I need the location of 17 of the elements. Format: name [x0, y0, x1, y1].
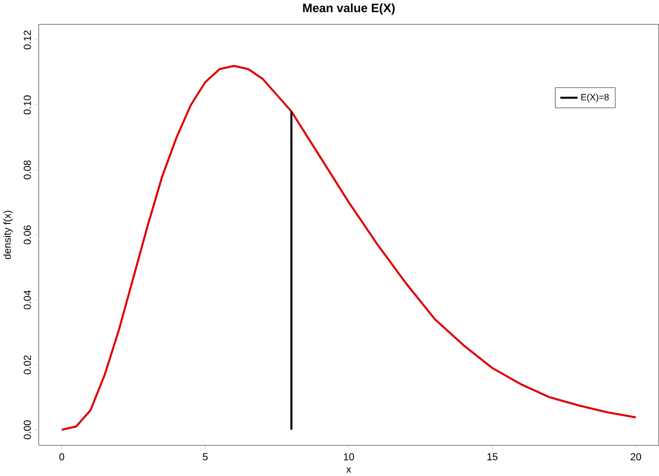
y-tick-label: 0.06 [24, 225, 31, 244]
y-tick-label: 0.10 [24, 95, 31, 114]
y-axis-title: density f(x) [3, 210, 13, 260]
y-tick-label: 0.12 [24, 30, 31, 50]
y-tick-label: 0.08 [24, 160, 31, 180]
legend-label: E(X)=8 [581, 94, 609, 102]
y-tick-label: 0.00 [24, 420, 31, 440]
x-axis-title: x [346, 467, 352, 473]
line-series [60, 64, 637, 431]
x-tick-label: 5 [202, 453, 208, 460]
y-tick-label: 0.04 [24, 290, 31, 310]
x-tick-label: 15 [487, 453, 498, 460]
x-tick-label: 20 [630, 453, 642, 460]
y-tick-label: 0.02 [24, 355, 31, 374]
x-tick-label: 10 [344, 453, 354, 460]
chart-title: Mean value E(X) [303, 3, 395, 15]
x-tick-label: 0 [59, 453, 64, 460]
